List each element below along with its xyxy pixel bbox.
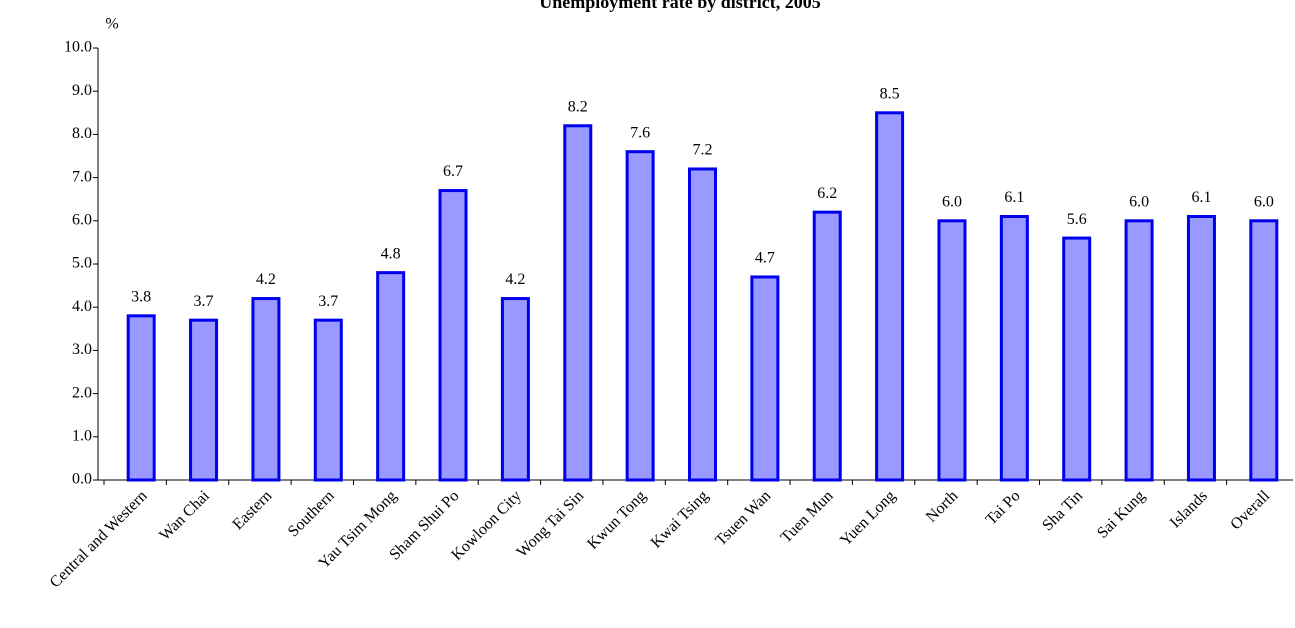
bar xyxy=(1249,219,1279,482)
value-label: 6.7 xyxy=(443,163,463,180)
x-tick-label: Tuen Mun xyxy=(778,487,837,546)
value-label: 4.7 xyxy=(755,250,775,267)
y-tick-label: 1.0 xyxy=(72,427,92,444)
value-label: 3.7 xyxy=(318,293,338,310)
x-tick-label: Sha Tin xyxy=(1039,487,1086,534)
y-tick-label: 2.0 xyxy=(72,384,92,401)
x-tick-label: North xyxy=(923,487,961,525)
y-tick-label: 8.0 xyxy=(72,125,92,142)
x-tick-label: Southern xyxy=(285,487,338,540)
x-tick-label: Wong Tai Sin xyxy=(514,487,588,561)
bar xyxy=(1186,214,1216,482)
y-tick-label: 5.0 xyxy=(72,255,92,272)
value-label: 4.8 xyxy=(381,245,401,262)
bar xyxy=(688,167,717,482)
value-label: 8.2 xyxy=(568,98,588,115)
value-label: 4.2 xyxy=(256,271,276,288)
y-tick-label: 9.0 xyxy=(72,82,92,99)
value-label: 6.0 xyxy=(942,193,962,210)
bar xyxy=(313,318,343,482)
value-label: 3.7 xyxy=(194,293,214,310)
bar xyxy=(251,297,281,482)
y-tick-label: 7.0 xyxy=(72,168,92,185)
bar xyxy=(1124,219,1154,482)
value-label: 3.8 xyxy=(131,289,151,306)
bar xyxy=(500,297,530,482)
x-tick-label: Tsuen Wan xyxy=(712,487,774,549)
x-tick-label: Central and Western xyxy=(47,487,151,591)
bar xyxy=(376,271,406,482)
value-label: 6.0 xyxy=(1254,193,1274,210)
y-axis-label: % xyxy=(105,16,118,33)
y-tick-label: 0.0 xyxy=(72,471,92,488)
x-tick-label: Kwun Tong xyxy=(584,487,649,552)
value-label: 7.6 xyxy=(630,124,650,141)
y-tick-label: 3.0 xyxy=(72,341,92,358)
y-tick-label: 10.0 xyxy=(64,39,92,56)
chart-title: Unemployment rate by district, 2005 xyxy=(539,0,820,12)
bar xyxy=(999,214,1029,482)
x-tick-label: Tai Po xyxy=(983,487,1024,528)
value-label: 6.2 xyxy=(817,185,837,202)
bar xyxy=(126,314,156,482)
bar xyxy=(1062,236,1092,482)
y-tick-label: 4.0 xyxy=(72,298,92,315)
x-tick-label: Islands xyxy=(1167,487,1211,531)
bar xyxy=(937,219,967,482)
x-tick-label: Kwai Tsing xyxy=(648,487,712,551)
bar xyxy=(625,150,655,482)
x-tick-label: Yuen Long xyxy=(837,487,899,549)
bar xyxy=(812,210,842,482)
bar xyxy=(875,111,905,482)
x-tick-label: Eastern xyxy=(229,487,275,533)
bar xyxy=(438,189,468,482)
x-tick-label: Overall xyxy=(1227,487,1273,533)
value-label: 6.0 xyxy=(1129,193,1149,210)
value-label: 5.6 xyxy=(1067,211,1087,228)
bar xyxy=(189,318,219,482)
y-tick-label: 6.0 xyxy=(72,211,92,228)
value-label: 6.1 xyxy=(1191,189,1211,206)
x-tick-label: Wan Chai xyxy=(156,487,213,544)
value-label: 8.5 xyxy=(880,85,900,102)
value-label: 6.1 xyxy=(1004,189,1024,206)
value-label: 4.2 xyxy=(505,271,525,288)
bar xyxy=(750,275,780,482)
value-label: 7.2 xyxy=(693,142,713,159)
x-tick-label: Sai Kung xyxy=(1094,487,1148,541)
bar xyxy=(563,124,593,482)
